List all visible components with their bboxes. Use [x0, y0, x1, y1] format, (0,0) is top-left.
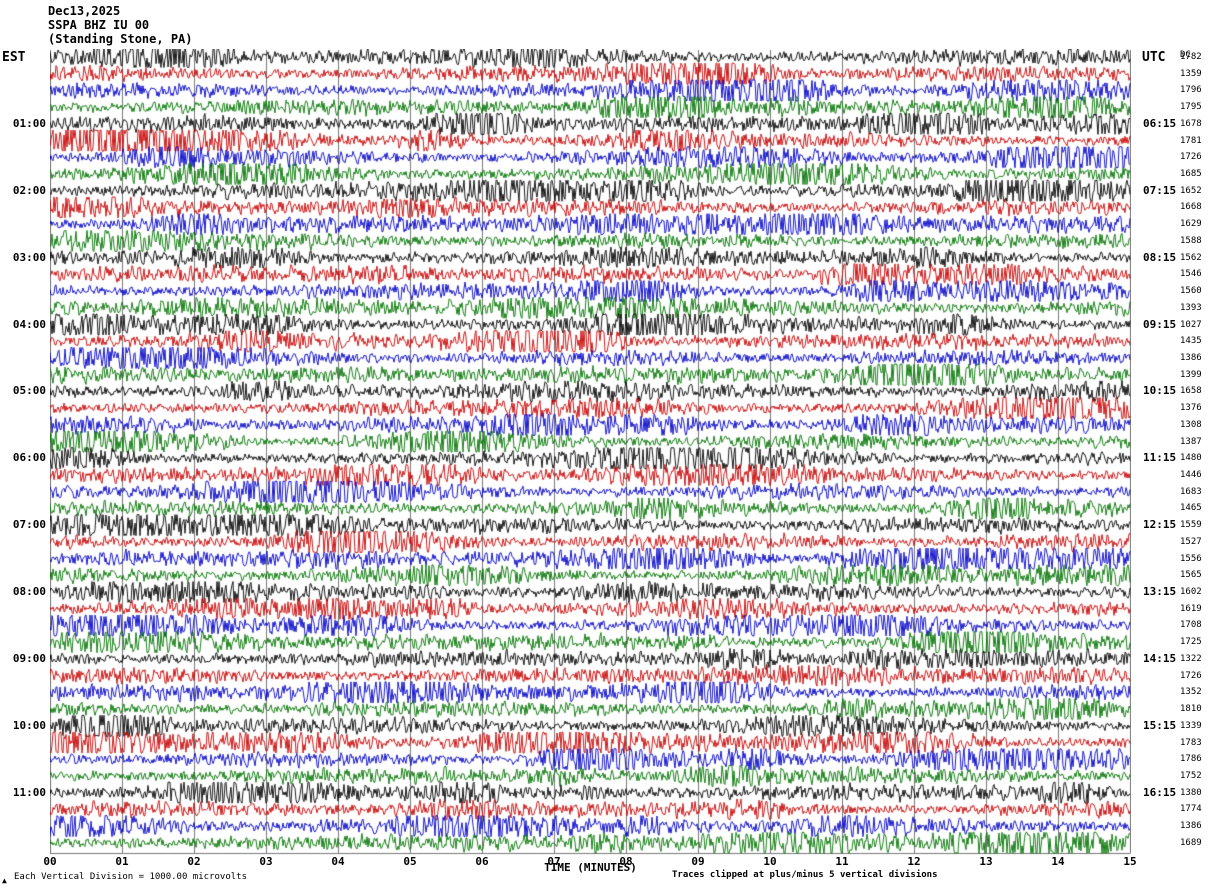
- row-dc-value: 1556: [1180, 553, 1202, 564]
- right-hour-label: 08:15: [1143, 250, 1177, 264]
- row-dc-value: 1689: [1180, 837, 1202, 848]
- clipping-note: Traces clipped at plus/minus 5 vertical …: [672, 870, 938, 880]
- left-hour-label: 11:00: [12, 785, 46, 799]
- row-dc-value: 1658: [1180, 386, 1202, 397]
- row-dc-value: 1683: [1180, 486, 1202, 497]
- row-dc-value: 1352: [1180, 687, 1202, 698]
- row-dc-value: 1685: [1180, 169, 1202, 180]
- row-dc-value: 1752: [1180, 770, 1202, 781]
- row-dc-value: 1435: [1180, 336, 1202, 347]
- right-hour-label: 06:15: [1143, 116, 1177, 130]
- row-dc-value: 1629: [1180, 219, 1202, 230]
- right-hour-label: 10:15: [1143, 384, 1177, 398]
- left-hour-label: 01:00: [12, 116, 46, 130]
- right-hour-label: 15:15: [1143, 718, 1177, 732]
- row-dc-value: 1380: [1180, 787, 1202, 798]
- station-label: SSPA BHZ IU 00: [48, 18, 150, 32]
- corner-mark: ▲: [2, 876, 7, 885]
- dc-column-header: DC: [1180, 50, 1191, 60]
- row-dc-value: 1565: [1180, 570, 1202, 581]
- vertical-division-note: Each Vertical Division = 1000.00 microvo…: [14, 872, 247, 882]
- row-dc-value: 1376: [1180, 403, 1202, 414]
- row-dc-value: 1559: [1180, 520, 1202, 531]
- row-dc-value: 1725: [1180, 637, 1202, 648]
- row-dc-value: 1527: [1180, 536, 1202, 547]
- seismogram-traces-canvas: [50, 49, 1131, 855]
- left-hour-label: 04:00: [12, 317, 46, 331]
- x-tick-label: 05: [403, 855, 417, 868]
- x-tick-label: 03: [259, 855, 273, 868]
- row-dc-value: 1446: [1180, 470, 1202, 480]
- x-tick-label: 06: [475, 855, 489, 868]
- left-timezone-label: EST: [2, 50, 26, 65]
- x-tick-label: 00: [43, 855, 57, 868]
- left-hour-label: 03:00: [12, 250, 46, 264]
- row-dc-value: 1546: [1180, 269, 1202, 280]
- left-hour-label: 02:00: [12, 183, 46, 197]
- row-dc-value: 1781: [1180, 135, 1202, 146]
- row-dc-value: 1399: [1180, 369, 1202, 380]
- right-hour-label: 13:15: [1143, 585, 1177, 599]
- row-dc-value: 1795: [1180, 102, 1202, 113]
- right-hour-label: 14:15: [1143, 651, 1177, 665]
- row-dc-value: 1619: [1180, 603, 1202, 614]
- row-dc-value: 1678: [1180, 118, 1202, 129]
- x-tick-label: 14: [1051, 855, 1065, 868]
- row-dc-value: 1562: [1180, 252, 1202, 263]
- x-tick-label: 08: [619, 855, 633, 868]
- row-dc-value: 1726: [1180, 152, 1202, 163]
- row-dc-value: 1796: [1180, 85, 1202, 96]
- station-location: (Standing Stone, PA): [48, 32, 193, 46]
- right-hour-label: 07:15: [1143, 183, 1177, 197]
- right-hour-label: 09:15: [1143, 317, 1177, 331]
- left-hour-label: 06:00: [12, 451, 46, 465]
- row-dc-value: 1465: [1180, 503, 1202, 514]
- left-hour-label: 07:00: [12, 518, 46, 532]
- x-axis-title: TIME (MINUTES): [544, 861, 637, 874]
- x-tick-label: 01: [115, 855, 129, 868]
- left-hour-label: 09:00: [12, 651, 46, 665]
- x-tick-label: 11: [835, 855, 849, 868]
- x-tick-label: 10: [763, 855, 777, 868]
- x-tick-label: 12: [907, 855, 921, 868]
- row-dc-value: 1774: [1180, 804, 1202, 815]
- row-dc-value: 1588: [1180, 235, 1202, 246]
- row-dc-value: 1359: [1180, 68, 1202, 79]
- row-dc-value: 1783: [1180, 737, 1202, 748]
- row-dc-value: 1782: [1180, 52, 1202, 62]
- row-dc-value: 1027: [1180, 319, 1202, 330]
- x-tick-label: 02: [187, 855, 201, 868]
- row-dc-value: 1386: [1180, 821, 1202, 832]
- row-dc-value: 1387: [1180, 436, 1202, 447]
- right-hour-label: 12:15: [1143, 518, 1177, 532]
- row-dc-value: 1386: [1180, 352, 1202, 363]
- row-dc-value: 1480: [1180, 453, 1202, 464]
- row-dc-value: 1308: [1180, 419, 1202, 430]
- row-dc-value: 1339: [1180, 720, 1202, 731]
- row-dc-value: 1652: [1180, 185, 1202, 196]
- row-dc-value: 1393: [1180, 302, 1202, 313]
- x-tick-label: 15: [1123, 855, 1137, 868]
- left-hour-label: 08:00: [12, 585, 46, 599]
- row-dc-value: 1726: [1180, 670, 1202, 681]
- row-dc-value: 1786: [1180, 754, 1202, 765]
- right-timezone-label: UTC: [1142, 50, 1166, 65]
- x-tick-label: 07: [547, 855, 561, 868]
- row-dc-value: 1602: [1180, 587, 1202, 598]
- left-hour-label: 05:00: [12, 384, 46, 398]
- row-dc-value: 1668: [1180, 202, 1202, 213]
- row-dc-value: 1560: [1180, 286, 1202, 297]
- row-dc-value: 1322: [1180, 653, 1202, 664]
- x-tick-label: 04: [331, 855, 345, 868]
- row-dc-value: 1810: [1180, 704, 1202, 715]
- row-dc-value: 1708: [1180, 620, 1202, 631]
- left-hour-label: 10:00: [12, 718, 46, 732]
- x-tick-label: 09: [691, 855, 705, 868]
- right-hour-label: 16:15: [1143, 785, 1177, 799]
- right-hour-label: 11:15: [1143, 451, 1177, 465]
- x-tick-label: 13: [979, 855, 993, 868]
- date-label: Dec13,2025: [48, 4, 121, 18]
